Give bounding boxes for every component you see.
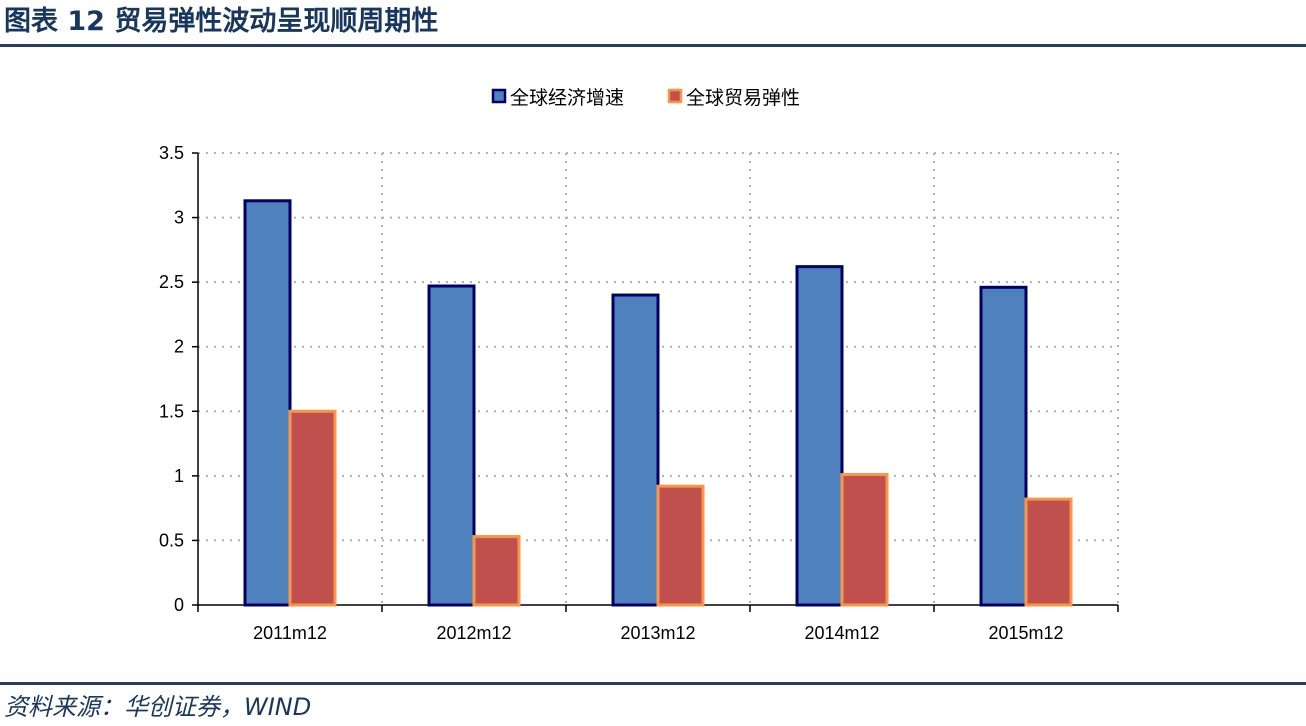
y-tick-label: 0.5 (159, 530, 184, 550)
y-tick-label: 1 (174, 466, 184, 486)
bar-elasticity-2012m12 (472, 535, 521, 607)
legend-label-elasticity: 全球贸易弹性 (686, 87, 800, 109)
grid-layer (198, 152, 1119, 605)
bar-chart: 0 0.5 1 1.5 2 2.5 3 3.5 2011m12 2012m12 2013m12 201… (159, 87, 1119, 643)
y-tick-label: 1.5 (159, 401, 184, 421)
page-title: 图表 12 贸易弹性波动呈现顺周期性 (4, 6, 439, 37)
bar-elasticity-2014m12 (840, 473, 889, 607)
footer-divider (0, 682, 1306, 685)
title-divider (0, 44, 1306, 47)
x-tick-label: 2014m12 (804, 623, 879, 643)
y-tick-label: 2 (174, 337, 184, 357)
y-tick-label: 0 (174, 595, 184, 615)
bar-growth-2015m12 (979, 285, 1028, 607)
legend-swatch-elasticity (667, 88, 683, 104)
x-tick-label: 2015m12 (988, 623, 1063, 643)
legend-swatch-growth (491, 88, 507, 104)
bar-growth-2012m12 (427, 284, 476, 607)
y-tick-label: 3.5 (159, 143, 184, 163)
title-bar: 图表 12 贸易弹性波动呈现顺周期性 (0, 0, 1306, 48)
x-tick-label: 2012m12 (436, 623, 511, 643)
source-note: 资料来源：华创证券，WIND (4, 693, 312, 721)
bar-growth-2014m12 (795, 265, 844, 607)
bar-elasticity-2015m12 (1024, 497, 1073, 607)
bar-growth-2011m12 (243, 199, 292, 607)
y-tick-label: 3 (174, 208, 184, 228)
legend: 全球经济增速 全球贸易弹性 (491, 87, 800, 109)
bar-layer (243, 199, 1073, 607)
y-tick-label: 2.5 (159, 272, 184, 292)
x-tick-label: 2011m12 (253, 623, 327, 643)
tick-layer: 0 0.5 1 1.5 2 2.5 3 3.5 2011m12 2012m12 2013m12 201… (159, 143, 1064, 643)
x-tick-label: 2013m12 (620, 623, 695, 643)
bar-elasticity-2013m12 (656, 484, 705, 607)
bar-growth-2013m12 (611, 293, 660, 607)
bar-elasticity-2011m12 (288, 409, 337, 607)
legend-label-growth: 全球经济增速 (510, 87, 624, 109)
